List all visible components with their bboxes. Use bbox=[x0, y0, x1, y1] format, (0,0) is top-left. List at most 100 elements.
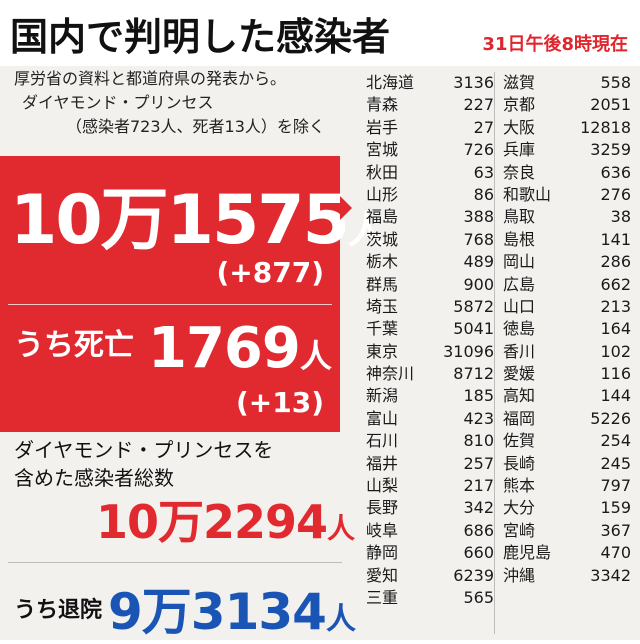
prefecture-name: 山梨 bbox=[366, 476, 399, 496]
list-item: 滋賀 558 bbox=[503, 72, 631, 94]
prefecture-name: 奈良 bbox=[503, 162, 536, 182]
header: 国内で判明した感染者 31日午後8時現在 bbox=[0, 0, 640, 66]
divider bbox=[8, 304, 332, 305]
including-ship-line1: ダイヤモンド・プリンセスを bbox=[14, 438, 274, 462]
list-item: 群馬 900 bbox=[366, 274, 494, 296]
prefecture-name: 神奈川 bbox=[366, 364, 415, 384]
infected-unit: 人 bbox=[347, 208, 386, 252]
list-item: 和歌山 276 bbox=[503, 184, 631, 206]
prefecture-count: 3136 bbox=[453, 73, 494, 92]
including-ship-caption: ダイヤモンド・プリンセスを 含めた感染者総数 bbox=[14, 436, 344, 492]
prefecture-count: 2051 bbox=[590, 95, 631, 115]
list-item: 宮崎 367 bbox=[503, 520, 631, 542]
list-item: 兵庫 3259 bbox=[503, 139, 631, 161]
exclusion-note: ダイヤモンド・プリンセス bbox=[22, 93, 214, 112]
deaths-total: うち死亡 1769人 bbox=[14, 316, 332, 381]
prefecture-name: 宮崎 bbox=[503, 520, 536, 540]
list-item: 鹿児島 470 bbox=[503, 542, 631, 564]
list-item: 奈良 636 bbox=[503, 162, 631, 184]
prefecture-name: 京都 bbox=[503, 95, 536, 115]
list-item: 長崎 245 bbox=[503, 453, 631, 475]
prefecture-count: 636 bbox=[600, 162, 631, 182]
prefecture-name: 香川 bbox=[503, 341, 536, 361]
prefecture-count: 3259 bbox=[590, 140, 631, 160]
list-item: 福岡 5226 bbox=[503, 408, 631, 430]
list-item: 茨城 768 bbox=[366, 229, 494, 251]
infected-total-box: 10万1575人 (+877) うち死亡 1769人 (+13) bbox=[0, 156, 386, 432]
including-ship-total: 10万2294人 bbox=[96, 486, 355, 552]
list-item: 京都 2051 bbox=[503, 94, 631, 116]
prefecture-name: 滋賀 bbox=[503, 73, 536, 92]
infected-delta: (+877) bbox=[216, 256, 324, 289]
prefecture-name: 沖縄 bbox=[503, 565, 536, 585]
prefecture-count: 5226 bbox=[590, 408, 631, 428]
prefecture-count: 768 bbox=[463, 229, 494, 249]
prefecture-name: 熊本 bbox=[503, 476, 536, 496]
list-item: 福島 388 bbox=[366, 206, 494, 228]
prefecture-count: 27 bbox=[473, 117, 494, 137]
prefecture-count: 6239 bbox=[453, 565, 494, 585]
prefecture-name: 島根 bbox=[503, 229, 536, 249]
prefecture-count: 213 bbox=[600, 296, 631, 316]
list-item: 三重 565 bbox=[366, 587, 494, 609]
prefecture-count: 423 bbox=[463, 408, 494, 428]
prefecture-count: 342 bbox=[463, 498, 494, 518]
prefecture-count: 185 bbox=[463, 386, 494, 406]
prefecture-count: 558 bbox=[600, 73, 631, 92]
list-item: 高知 144 bbox=[503, 385, 631, 407]
prefecture-count: 116 bbox=[600, 364, 631, 384]
list-item: 岩手 27 bbox=[366, 117, 494, 139]
prefecture-name: 岡山 bbox=[503, 252, 536, 272]
source-note: 厚労省の資料と都道府県の発表から。 bbox=[14, 69, 287, 88]
prefecture-count: 31096 bbox=[443, 341, 494, 361]
prefecture-count: 257 bbox=[463, 453, 494, 473]
list-item: 秋田 63 bbox=[366, 162, 494, 184]
infected-total: 10万1575人 bbox=[10, 164, 386, 263]
list-item: 埼玉 5872 bbox=[366, 296, 494, 318]
list-item: 大分 159 bbox=[503, 497, 631, 519]
prefecture-count: 164 bbox=[600, 319, 631, 339]
prefecture-name: 岐阜 bbox=[366, 520, 399, 540]
prefecture-count: 662 bbox=[600, 274, 631, 294]
prefecture-name: 愛知 bbox=[366, 565, 399, 585]
prefecture-name: 鳥取 bbox=[503, 207, 536, 227]
prefecture-count: 227 bbox=[463, 95, 494, 115]
page-title: 国内で判明した感染者 bbox=[10, 15, 391, 59]
list-item: 徳島 164 bbox=[503, 318, 631, 340]
prefecture-name: 静岡 bbox=[366, 543, 399, 563]
prefecture-count: 388 bbox=[463, 207, 494, 227]
list-item: 新潟 185 bbox=[366, 385, 494, 407]
list-item: 山梨 217 bbox=[366, 475, 494, 497]
list-item: 岐阜 686 bbox=[366, 520, 494, 542]
prefecture-count: 38 bbox=[610, 207, 631, 227]
list-item: 島根 141 bbox=[503, 229, 631, 251]
prefecture-name: 茨城 bbox=[366, 229, 399, 249]
prefecture-count: 900 bbox=[463, 274, 494, 294]
prefecture-name: 和歌山 bbox=[503, 184, 552, 204]
prefecture-count: 660 bbox=[463, 543, 494, 563]
prefecture-count: 810 bbox=[463, 431, 494, 451]
column-divider bbox=[494, 72, 495, 634]
prefecture-count: 276 bbox=[600, 184, 631, 204]
prefecture-name: 東京 bbox=[366, 341, 399, 361]
prefecture-count: 159 bbox=[600, 498, 631, 518]
timestamp: 31日午後8時現在 bbox=[482, 34, 628, 55]
prefecture-name: 兵庫 bbox=[503, 140, 536, 160]
prefecture-name: 富山 bbox=[366, 408, 399, 428]
list-item: 神奈川 8712 bbox=[366, 363, 494, 385]
prefecture-count: 489 bbox=[463, 252, 494, 272]
prefecture-count: 686 bbox=[463, 520, 494, 540]
list-item: 富山 423 bbox=[366, 408, 494, 430]
divider bbox=[8, 562, 342, 563]
prefecture-count: 217 bbox=[463, 476, 494, 496]
prefecture-panel bbox=[354, 66, 640, 640]
prefecture-count: 63 bbox=[473, 162, 494, 182]
list-item: 香川 102 bbox=[503, 341, 631, 363]
list-item: 熊本 797 bbox=[503, 475, 631, 497]
prefecture-name: 山形 bbox=[366, 184, 399, 204]
prefecture-name: 長野 bbox=[366, 498, 399, 518]
list-item: 愛知 6239 bbox=[366, 565, 494, 587]
prefecture-name: 広島 bbox=[503, 274, 536, 294]
prefecture-name: 新潟 bbox=[366, 386, 399, 406]
prefecture-count: 102 bbox=[600, 341, 631, 361]
